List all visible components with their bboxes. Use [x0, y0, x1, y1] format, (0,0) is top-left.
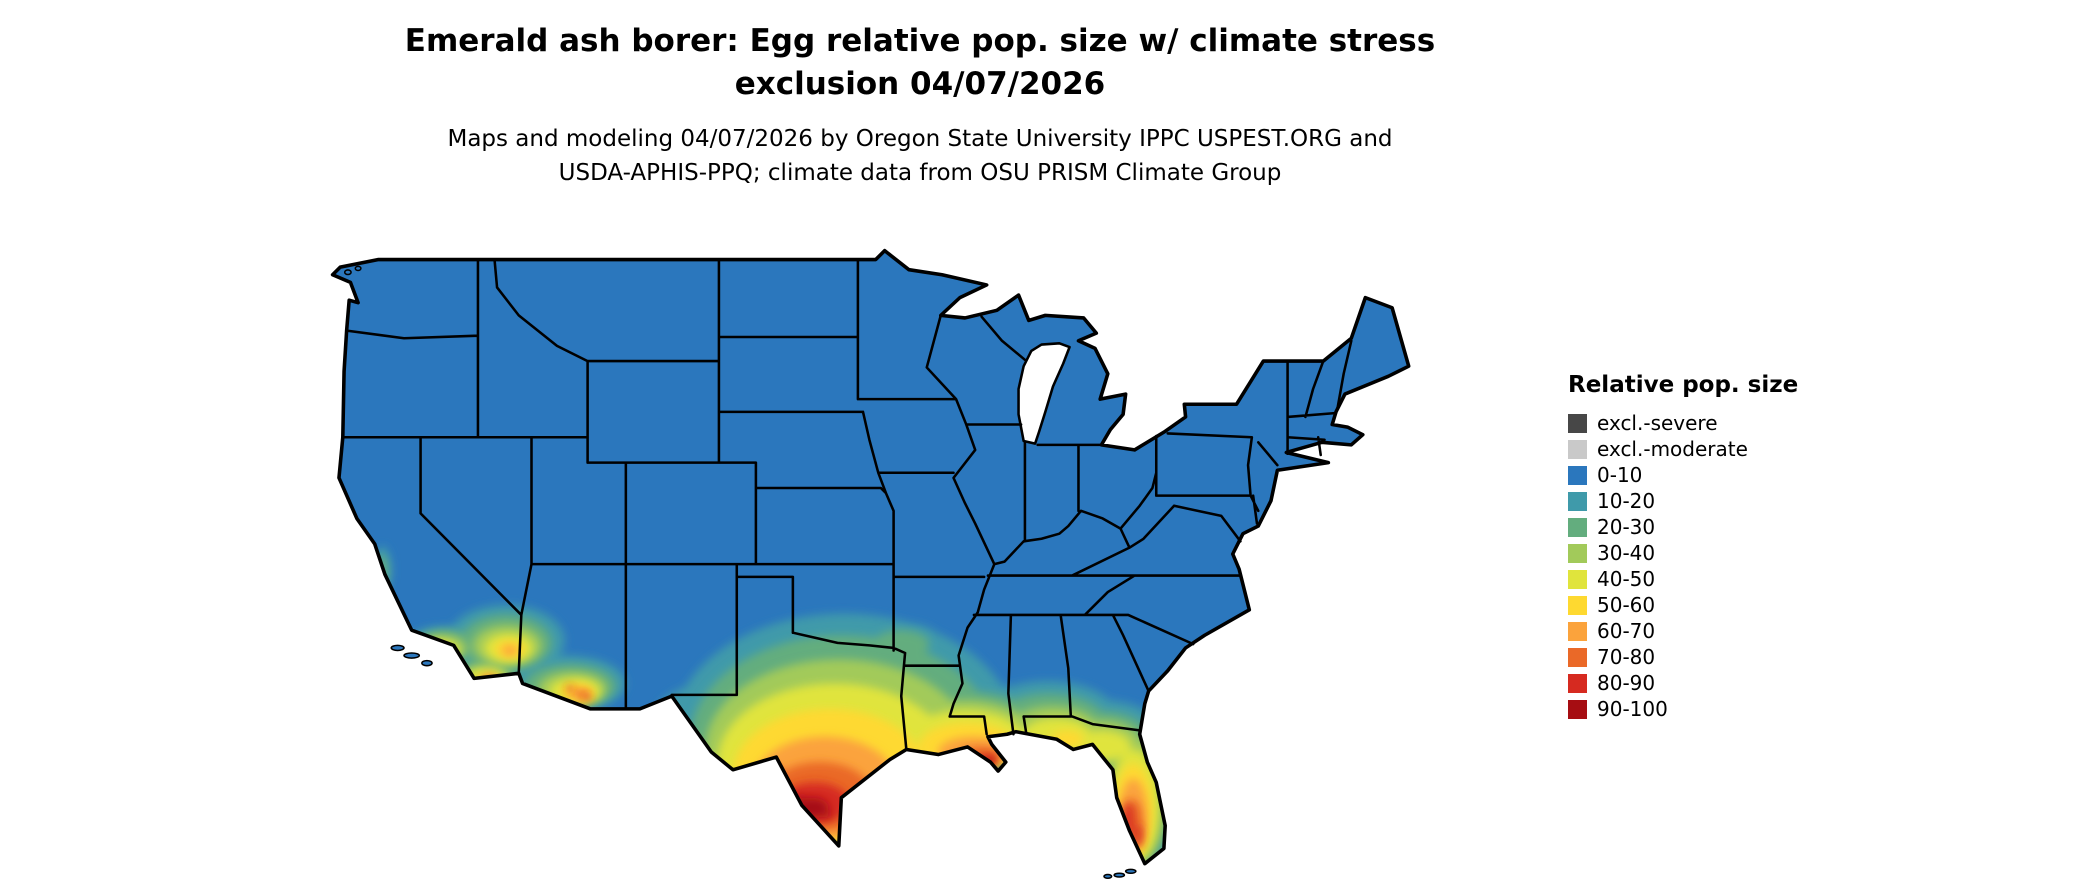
- legend-label: 70-80: [1597, 645, 1656, 669]
- legend-item: excl.-moderate: [1568, 436, 1828, 462]
- legend-item: 90-100: [1568, 696, 1828, 722]
- legend-swatch-excl-moderate: [1568, 439, 1587, 459]
- legend-item: 20-30: [1568, 514, 1828, 540]
- legend-swatch-excl-severe: [1568, 413, 1587, 433]
- legend-swatch-80-90: [1568, 673, 1587, 693]
- legend-swatch-0-10: [1568, 465, 1587, 485]
- legend-label: excl.-severe: [1597, 411, 1718, 435]
- legend-swatch-60-70: [1568, 621, 1587, 641]
- legend-label: 20-30: [1597, 515, 1656, 539]
- legend-label: 30-40: [1597, 541, 1656, 565]
- legend-swatch-70-80: [1568, 647, 1587, 667]
- state-borders: [341, 258, 1353, 751]
- page-subtitle-line1: Maps and modeling 04/07/2026 by Oregon S…: [447, 126, 1393, 152]
- legend-label: 80-90: [1597, 671, 1656, 695]
- legend-item: 0-10: [1568, 462, 1828, 488]
- legend-label: 90-100: [1597, 697, 1668, 721]
- legend-swatch-50-60: [1568, 595, 1587, 615]
- legend-item: 40-50: [1568, 566, 1828, 592]
- us-population-map: [330, 248, 1411, 880]
- page-title-line1: Emerald ash borer: Egg relative pop. siz…: [404, 23, 1436, 59]
- legend-swatch-10-20: [1568, 491, 1587, 511]
- lake-michigan: [1017, 342, 1071, 445]
- legend-item: 10-20: [1568, 488, 1828, 514]
- legend-label: 60-70: [1597, 619, 1656, 643]
- legend-item: 30-40: [1568, 540, 1828, 566]
- page-title-line2: exclusion 04/07/2026: [734, 66, 1106, 102]
- legend-label: 0-10: [1597, 463, 1643, 487]
- legend-swatch-30-40: [1568, 543, 1587, 563]
- coastal-islands: [343, 265, 1137, 880]
- legend-label: excl.-moderate: [1597, 437, 1748, 461]
- legend-swatch-90-100: [1568, 699, 1587, 719]
- page-subtitle-line2: USDA-APHIS-PPQ; climate data from OSU PR…: [558, 160, 1282, 186]
- legend-item: excl.-severe: [1568, 410, 1828, 436]
- legend-item: 60-70: [1568, 618, 1828, 644]
- map-legend: Relative pop. size excl.-severe excl.-mo…: [1568, 372, 1828, 722]
- page-title: Emerald ash borer: Egg relative pop. siz…: [250, 20, 1590, 106]
- legend-label: 10-20: [1597, 489, 1656, 513]
- legend-label: 50-60: [1597, 593, 1656, 617]
- legend-item: 70-80: [1568, 644, 1828, 670]
- legend-title: Relative pop. size: [1568, 372, 1799, 398]
- legend-label: 40-50: [1597, 567, 1656, 591]
- legend-swatch-40-50: [1568, 569, 1587, 589]
- page-subtitle: Maps and modeling 04/07/2026 by Oregon S…: [250, 122, 1590, 190]
- legend-swatch-20-30: [1568, 517, 1587, 537]
- legend-item: 50-60: [1568, 592, 1828, 618]
- legend-item: 80-90: [1568, 670, 1828, 696]
